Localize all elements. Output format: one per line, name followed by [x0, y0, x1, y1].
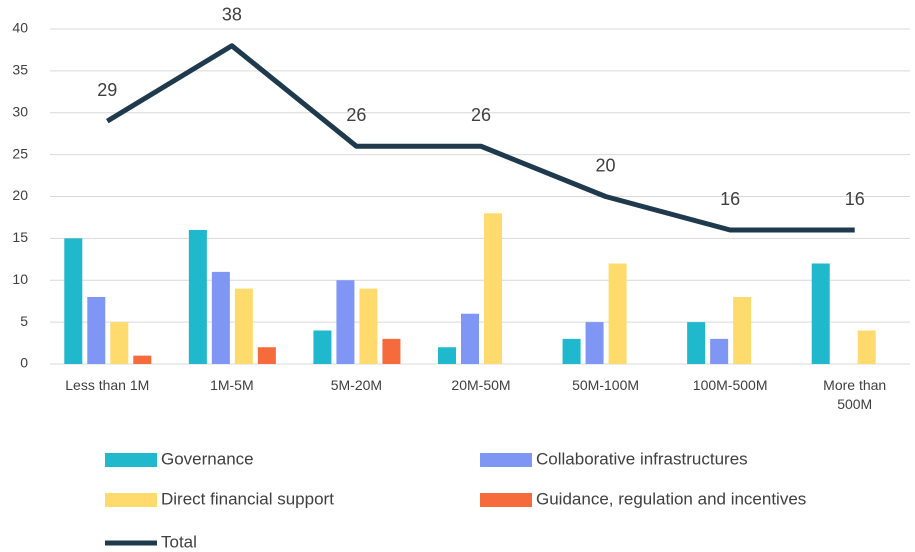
y-tick-label: 10	[12, 271, 28, 287]
legend-swatch	[105, 453, 157, 467]
x-tick-label: 50M-100M	[572, 377, 640, 393]
bar	[733, 297, 752, 364]
bar	[710, 338, 729, 364]
x-tick-label: 5M-20M	[330, 377, 383, 393]
bar	[64, 238, 83, 364]
y-tick-label: 40	[12, 20, 28, 36]
bar	[382, 338, 401, 364]
y-tick-label: 30	[12, 103, 28, 119]
y-tick-label: 5	[20, 313, 28, 329]
data-label: 16	[845, 189, 865, 209]
bar	[313, 330, 332, 364]
x-tick-label: Less than 1M	[65, 377, 150, 393]
bar	[585, 322, 604, 364]
data-label: 26	[471, 105, 491, 125]
bar	[110, 322, 129, 364]
y-tick-label: 15	[12, 229, 28, 245]
bar	[87, 297, 106, 364]
bar	[336, 280, 355, 364]
x-tick-label: 100M-500M	[692, 377, 768, 393]
y-tick-label: 35	[12, 62, 28, 78]
x-tick-label: 20M-50M	[451, 377, 511, 393]
legend-swatch	[480, 493, 532, 507]
legend-swatch	[105, 493, 157, 507]
bar	[484, 213, 502, 364]
data-label: 26	[346, 105, 366, 125]
bar	[857, 330, 876, 364]
x-tick-label: 1M-5M	[210, 377, 254, 393]
bar	[562, 338, 581, 364]
bar	[461, 313, 479, 364]
legend-label: Guidance, regulation and incentives	[536, 489, 806, 508]
legend-label: Governance	[161, 449, 254, 468]
bar	[811, 263, 830, 364]
line	[105, 43, 855, 233]
legend-swatch	[480, 453, 532, 467]
y-tick-label: 25	[12, 145, 28, 161]
bar	[188, 230, 207, 364]
bar	[211, 271, 230, 364]
data-label: 16	[720, 189, 740, 209]
bar	[687, 322, 706, 364]
bar	[257, 347, 276, 364]
legend-label: Direct financial support	[161, 489, 334, 508]
data-label: 20	[596, 155, 616, 175]
bar	[133, 355, 152, 364]
data-label: 38	[222, 5, 242, 25]
bar	[359, 288, 378, 364]
data-label: 29	[97, 80, 117, 100]
bar	[608, 263, 627, 364]
legend-label: Total	[161, 532, 197, 551]
y-tick-label: 0	[20, 355, 28, 371]
x-tick-label: More than 500M	[823, 377, 887, 412]
legend-label: Collaborative infrastructures	[536, 449, 748, 468]
bar	[438, 347, 456, 364]
y-tick-label: 20	[12, 187, 28, 203]
bar	[234, 288, 253, 364]
